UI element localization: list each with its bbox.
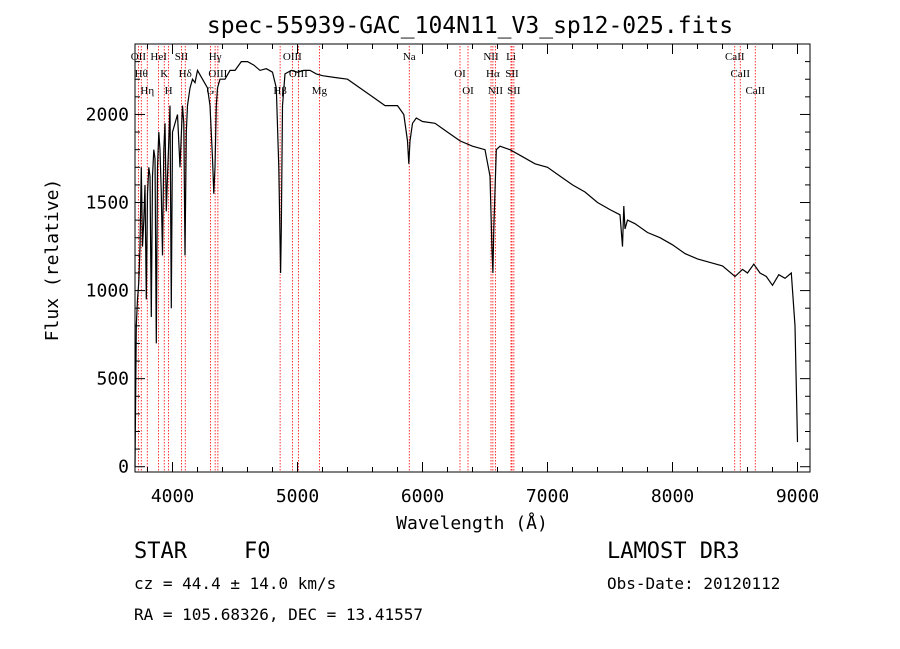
spectral-line-label: OIII bbox=[283, 51, 302, 63]
x-tick-label: 8000 bbox=[651, 486, 694, 507]
coordinates: RA = 105.68326, DEC = 13.41557 bbox=[134, 605, 423, 624]
spectral-line-label: CaII bbox=[745, 85, 765, 97]
y-tick-label: 0 bbox=[118, 457, 129, 478]
spectral-line-label: NII bbox=[488, 85, 504, 97]
spectral-line-label: OI bbox=[454, 68, 466, 80]
spectral-line-label: OI bbox=[462, 85, 474, 97]
object-type: STAR bbox=[134, 539, 187, 564]
x-axis-ticks: 4000 5000 6000 7000 8000 9000 bbox=[147, 44, 819, 507]
spectral-line-label: G bbox=[207, 85, 215, 97]
x-tick-label: 7000 bbox=[526, 486, 569, 507]
spectral-line-label: SII bbox=[175, 51, 189, 63]
spectral-line-label: Hθ bbox=[135, 68, 148, 80]
spectral-line-label: Hγ bbox=[209, 51, 222, 63]
spectral-line-label: Hα bbox=[486, 68, 500, 80]
flux-series-line bbox=[134, 61, 799, 467]
y-tick-label: 500 bbox=[96, 369, 129, 390]
x-axis-label: Wavelength (Å) bbox=[396, 512, 548, 534]
spectral-line-label: CaII bbox=[730, 68, 750, 80]
spectral-line-label: SII bbox=[507, 85, 521, 97]
spectral-line-label: Mg bbox=[312, 85, 328, 97]
redshift-velocity: cz = 44.4 ± 14.0 km/s bbox=[134, 574, 337, 593]
spectral-line-label: Hδ bbox=[179, 68, 192, 80]
spectral-line-label: Na bbox=[403, 51, 416, 63]
spectral-line-label: SII bbox=[505, 68, 519, 80]
spectral-subclass: F0 bbox=[244, 539, 271, 564]
spectral-line-markers bbox=[137, 46, 756, 472]
x-tick-label: 5000 bbox=[276, 486, 319, 507]
spectral-line-label: Li bbox=[506, 51, 516, 63]
y-axis-label: Flux (relative) bbox=[42, 179, 63, 342]
y-axis-ticks: 0 500 1000 1500 2000 bbox=[86, 61, 810, 478]
spectral-line-label: CaII bbox=[725, 51, 745, 63]
spectral-line-label: K bbox=[160, 68, 168, 80]
y-tick-label: 2000 bbox=[86, 104, 129, 125]
spectral-line-label: OIII bbox=[208, 68, 227, 80]
spectral-line-label: Hη bbox=[140, 85, 154, 97]
chart-title: spec-55939-GAC_104N11_V3_sp12-025.fits bbox=[207, 13, 733, 39]
spectral-line-label: H bbox=[165, 85, 173, 97]
survey-name: LAMOST DR3 bbox=[607, 539, 740, 564]
x-tick-label: 6000 bbox=[401, 486, 444, 507]
spectral-line-labels: OIIHθHηHeIKHSIIHδGHγOIIIHβOIIIOIIIMgNaOI… bbox=[131, 51, 766, 97]
x-tick-label: 9000 bbox=[776, 486, 819, 507]
plot-frame bbox=[134, 43, 811, 473]
spectral-line-label: HeI bbox=[150, 51, 167, 63]
observation-date: Obs-Date: 20120112 bbox=[607, 574, 781, 593]
y-tick-label: 1500 bbox=[86, 193, 129, 214]
spectral-line-label: NII bbox=[483, 51, 499, 63]
y-tick-label: 1000 bbox=[86, 281, 129, 302]
x-tick-label: 4000 bbox=[151, 486, 194, 507]
